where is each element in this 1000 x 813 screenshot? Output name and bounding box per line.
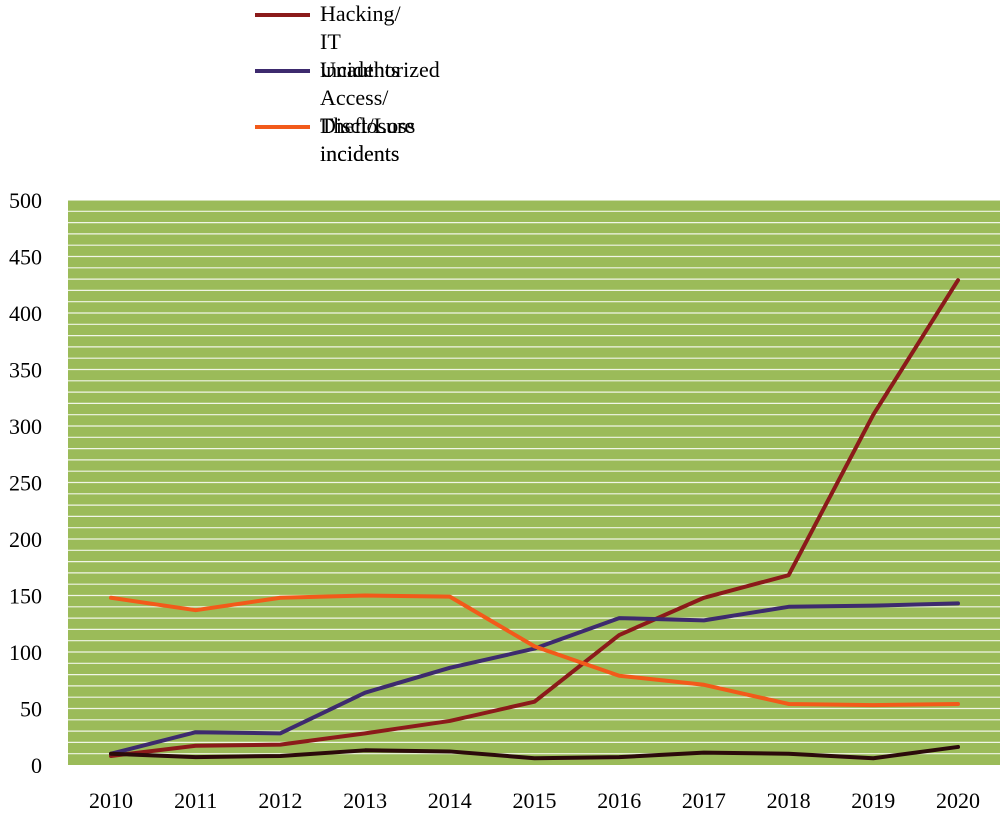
- x-axis-ticks: 2010 2011 2012 2013 2014 2015 2016 2017 2018 2019…: [89, 788, 980, 813]
- series-line-unauthorized: [109, 601, 960, 756]
- series-line-other: [109, 744, 960, 761]
- legend-swatch-theft: [255, 125, 310, 129]
- gridlines: [68, 199, 1000, 755]
- legend-label-theft: Theft/Loss incidents: [320, 113, 416, 166]
- x-tick-label: 2017: [682, 788, 726, 813]
- y-tick-label: 0: [31, 753, 42, 778]
- x-tick-label: 2012: [258, 788, 302, 813]
- x-tick-label: 2016: [597, 788, 641, 813]
- legend-label-unauthorized: Unauthorized Access/ Disclosure incident…: [320, 57, 440, 166]
- y-tick-label: 350: [9, 358, 42, 383]
- series-line-hacking: [109, 278, 960, 758]
- x-tick-label: 2018: [767, 788, 811, 813]
- x-tick-label: 2015: [513, 788, 557, 813]
- x-tick-label: 2013: [343, 788, 387, 813]
- y-tick-label: 100: [9, 640, 42, 665]
- x-tick-label: 2011: [174, 788, 217, 813]
- y-tick-label: 50: [20, 697, 42, 722]
- y-tick-label: 250: [9, 471, 42, 496]
- series-lines: [109, 278, 960, 761]
- y-tick-label: 400: [9, 301, 42, 326]
- legend-swatch-unauthorized: [255, 69, 310, 73]
- series-line-theft: [109, 593, 960, 708]
- x-tick-label: 2019: [851, 788, 895, 813]
- y-tick-label: 200: [9, 527, 42, 552]
- y-tick-label: 500: [9, 188, 42, 213]
- x-tick-label: 2020: [936, 788, 980, 813]
- legend-label-hacking: Hacking/ IT incidents: [320, 1, 401, 82]
- legend-swatch-hacking: [255, 13, 310, 17]
- y-tick-label: 300: [9, 414, 42, 439]
- y-tick-label: 150: [9, 584, 42, 609]
- x-tick-label: 2010: [89, 788, 133, 813]
- y-axis-ticks: 0 50 100 150 200 250 300 350 400 450 500: [9, 188, 42, 778]
- x-tick-label: 2014: [428, 788, 472, 813]
- y-tick-label: 450: [9, 245, 42, 270]
